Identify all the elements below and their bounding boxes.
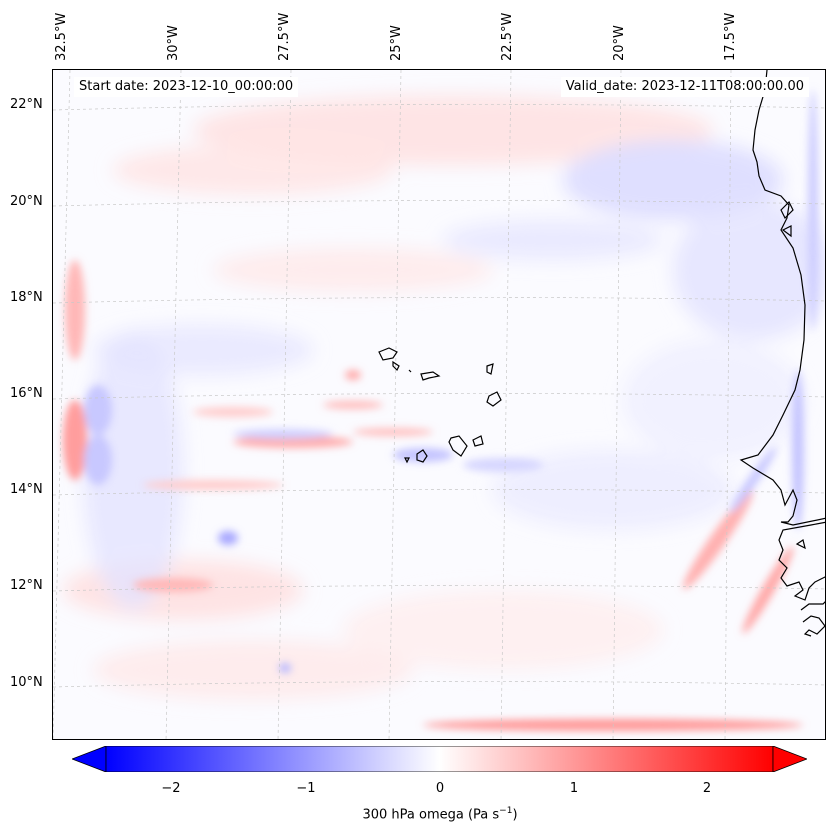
- lat-label-16n: 16°N: [10, 386, 43, 401]
- lon-label-30w: 30°W: [166, 25, 181, 61]
- lon-label-20w: 20°W: [612, 25, 627, 61]
- colorbar: [72, 746, 807, 772]
- start-date-label: Start date: 2023-12-10_00:00:00: [74, 77, 299, 97]
- colorbar-title: 300 hPa omega (Pa s−1): [362, 806, 518, 823]
- lon-label-27.5w: 27.5°W: [277, 12, 292, 61]
- omega-field: [53, 70, 825, 739]
- lat-label-18n: 18°N: [10, 290, 43, 305]
- lon-label-22.5w: 22.5°W: [500, 12, 515, 61]
- colorbar-tick-label: −2: [161, 781, 181, 796]
- colorbar-high-extend: [772, 746, 807, 772]
- map-panel[interactable]: Start date: 2023-12-10_00:00:00 Valid_da…: [52, 69, 826, 740]
- lat-label-14n: 14°N: [10, 482, 43, 497]
- colorbar-gradient: [105, 746, 774, 772]
- lat-label-20n: 20°N: [10, 194, 43, 209]
- graticule: [53, 70, 825, 739]
- lon-label-25w: 25°W: [389, 25, 404, 61]
- lat-label-10n: 10°N: [10, 675, 43, 690]
- cape-verde-islands: [378, 347, 502, 464]
- coastline: [739, 70, 825, 637]
- lat-label-22n: 22°N: [10, 97, 43, 112]
- lat-label-12n: 12°N: [10, 578, 43, 593]
- colorbar-low-extend: [72, 746, 107, 772]
- lon-label-32.5w: 32.5°W: [54, 12, 69, 61]
- valid-date-label: Valid_date: 2023-12-11T08:00:00.00: [560, 77, 809, 97]
- omega-broad-patterns: [63, 95, 825, 700]
- colorbar-tick-label: 2: [702, 781, 712, 796]
- colorbar-tick-label: 1: [569, 781, 579, 796]
- colorbar-tick-label: −1: [296, 781, 316, 796]
- lon-label-17.5w: 17.5°W: [723, 12, 738, 61]
- colorbar-tick-label: 0: [435, 781, 445, 796]
